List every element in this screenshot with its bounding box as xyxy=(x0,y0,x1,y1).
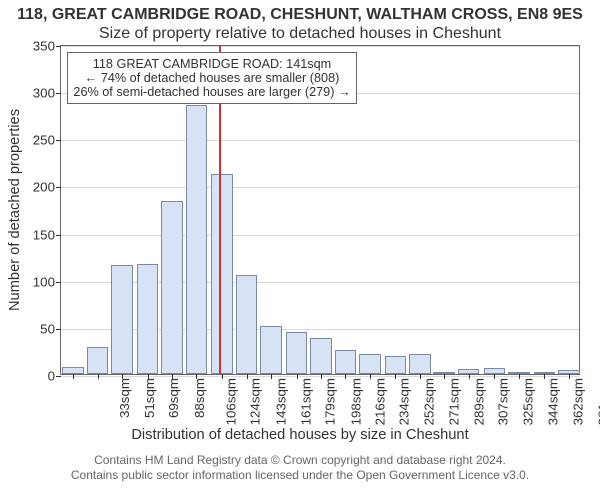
x-tick-mark xyxy=(247,374,248,379)
x-tick-label: 216sqm xyxy=(372,378,387,425)
x-tick-label: 69sqm xyxy=(166,378,181,418)
y-gridline xyxy=(61,187,579,188)
page-title-line2: Size of property relative to detached ho… xyxy=(0,25,600,43)
x-axis-label: Distribution of detached houses by size … xyxy=(0,427,600,443)
x-tick-mark xyxy=(148,374,149,379)
info-box-line: 26% of semi-detached houses are larger (… xyxy=(72,85,352,99)
footer-line2: Contains public sector information licen… xyxy=(0,468,600,483)
x-tick-mark xyxy=(444,374,445,379)
x-tick-mark xyxy=(494,374,495,379)
x-tick-label: 381sqm xyxy=(596,378,600,425)
x-tick-label: 252sqm xyxy=(421,378,436,425)
histogram-bar xyxy=(385,356,407,374)
histogram-bar xyxy=(62,367,84,374)
x-tick-label: 33sqm xyxy=(117,378,132,418)
x-tick-mark xyxy=(73,374,74,379)
histogram-bar xyxy=(286,332,308,374)
x-tick-mark xyxy=(222,374,223,379)
chart-plot-area: 05010015020025030035033sqm51sqm69sqm88sq… xyxy=(60,45,580,375)
x-tick-label: 51sqm xyxy=(142,378,157,418)
histogram-bar xyxy=(87,347,109,374)
y-tick-label: 200 xyxy=(33,180,61,195)
x-tick-mark xyxy=(569,374,570,379)
y-gridline xyxy=(61,235,579,236)
x-tick-mark xyxy=(321,374,322,379)
histogram-bar xyxy=(137,264,159,374)
histogram-bar xyxy=(236,275,258,374)
x-tick-label: 289sqm xyxy=(471,378,486,425)
x-tick-mark xyxy=(345,374,346,379)
footer-attribution: Contains HM Land Registry data © Crown c… xyxy=(0,453,600,483)
x-tick-label: 325sqm xyxy=(520,378,535,425)
x-tick-mark xyxy=(122,374,123,379)
histogram-bar xyxy=(260,326,282,374)
y-tick-label: 100 xyxy=(33,274,61,289)
x-tick-mark xyxy=(172,374,173,379)
x-tick-mark xyxy=(544,374,545,379)
histogram-bar xyxy=(161,201,183,374)
y-tick-label: 50 xyxy=(40,321,61,336)
footer-line1: Contains HM Land Registry data © Crown c… xyxy=(0,453,600,468)
histogram-bar xyxy=(211,174,233,374)
x-tick-label: 198sqm xyxy=(348,378,363,425)
x-tick-label: 344sqm xyxy=(546,378,561,425)
x-tick-label: 161sqm xyxy=(298,378,313,425)
x-tick-label: 362sqm xyxy=(570,378,585,425)
x-tick-mark xyxy=(271,374,272,379)
x-tick-mark xyxy=(297,374,298,379)
y-tick-label: 250 xyxy=(33,133,61,148)
y-tick-label: 300 xyxy=(33,86,61,101)
histogram-bar xyxy=(359,354,381,374)
x-tick-label: 88sqm xyxy=(192,378,207,418)
y-gridline xyxy=(61,376,579,377)
histogram-bar xyxy=(310,338,332,374)
x-tick-mark xyxy=(519,374,520,379)
x-tick-mark xyxy=(395,374,396,379)
x-tick-label: 234sqm xyxy=(397,378,412,425)
y-tick-label: 150 xyxy=(33,227,61,242)
info-box-line: ← 74% of detached houses are smaller (80… xyxy=(72,71,352,85)
y-tick-label: 0 xyxy=(48,369,61,384)
info-box: 118 GREAT CAMBRIDGE ROAD: 141sqm← 74% of… xyxy=(67,52,357,104)
y-axis-label: Number of detached properties xyxy=(7,109,23,311)
x-tick-label: 179sqm xyxy=(322,378,337,425)
x-tick-mark xyxy=(98,374,99,379)
info-box-line: 118 GREAT CAMBRIDGE ROAD: 141sqm xyxy=(72,57,352,71)
x-tick-label: 307sqm xyxy=(496,378,511,425)
y-gridline xyxy=(61,46,579,47)
x-tick-mark xyxy=(469,374,470,379)
x-tick-mark xyxy=(196,374,197,379)
histogram-bar xyxy=(409,354,431,374)
x-tick-label: 143sqm xyxy=(274,378,289,425)
page-title-line1: 118, GREAT CAMBRIDGE ROAD, CHESHUNT, WAL… xyxy=(0,6,600,24)
x-tick-mark xyxy=(420,374,421,379)
histogram-bar xyxy=(335,350,357,374)
x-tick-label: 106sqm xyxy=(223,378,238,425)
x-tick-label: 124sqm xyxy=(248,378,263,425)
x-tick-label: 271sqm xyxy=(447,378,462,425)
histogram-bar xyxy=(111,265,133,374)
histogram-bar xyxy=(186,105,208,374)
y-gridline xyxy=(61,140,579,141)
x-tick-mark xyxy=(370,374,371,379)
y-tick-label: 350 xyxy=(33,39,61,54)
